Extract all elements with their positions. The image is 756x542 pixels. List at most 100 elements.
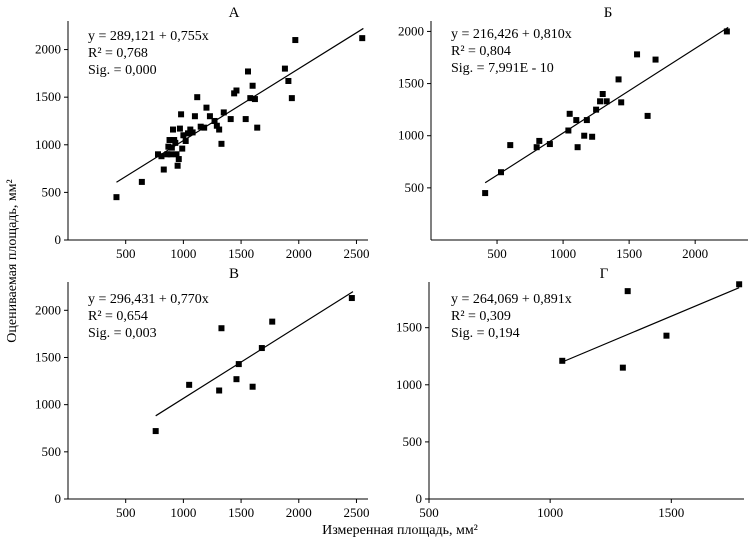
panel-v-y-tick-label: 2000: [35, 302, 61, 317]
panel-a-data-point: [285, 77, 292, 84]
panel-b-data-point: [574, 144, 581, 151]
panel-a-data-point: [213, 122, 220, 129]
panel-v-data-point: [258, 345, 265, 352]
panel-b-y-tick-label: 500: [405, 180, 425, 195]
panel-b-data-point: [565, 127, 572, 134]
panel-b-y-tick-label: 2000: [398, 23, 424, 38]
panel-v: В 500 1000 1500 2000 2500 0 500 1000 1500 2000 y =…: [35, 266, 369, 520]
panel-v-y-tick-label: 1500: [35, 349, 61, 364]
panel-g-data-point: [736, 281, 743, 288]
panel-b-data-point: [498, 169, 505, 176]
panel-a-data-point: [201, 124, 208, 131]
panel-v-data-point: [216, 387, 223, 394]
panel-a-data-point: [160, 166, 167, 173]
panel-a-data-point: [138, 178, 145, 185]
panel-b-data-point: [507, 142, 514, 149]
panel-v-data-point: [235, 361, 242, 368]
panel-v-label: В: [229, 266, 239, 282]
panel-a-data-point: [182, 137, 189, 144]
panel-v-x-tick-label: 1500: [228, 505, 254, 520]
panel-g-label: Г: [600, 266, 609, 282]
panel-a-data-point: [254, 124, 261, 131]
panel-b: Б 500 1000 1500 2000 500 1000 1500 2000 y = 216,…: [398, 5, 748, 261]
panel-a-data-point: [178, 111, 185, 118]
panel-a-data-point: [211, 117, 218, 124]
panel-b-equation: y = 216,426 + 0,810x: [451, 27, 572, 42]
panel-g-data-point: [663, 332, 670, 339]
panel-a-data-point: [292, 37, 299, 44]
panel-a-data-point: [359, 35, 366, 42]
panel-a-y-tick-label: 1500: [35, 89, 61, 104]
panel-a-data-point: [170, 126, 176, 133]
panel-g-equation: y = 264,069 + 0,891x: [451, 292, 572, 307]
panel-a-data-point: [249, 82, 256, 89]
panel-a-y-tick-label: 1000: [35, 137, 61, 152]
panel-a-data-point: [216, 126, 223, 133]
panel-a-r-squared: R² = 0,768: [88, 46, 148, 61]
panel-v-data-point: [269, 318, 276, 325]
panel-a-data-point: [189, 129, 196, 136]
panel-a-data-point: [180, 132, 187, 139]
panel-a-data-point: [218, 140, 225, 147]
panel-g-data-point: [624, 288, 631, 295]
panel-b-x-tick-label: 500: [487, 246, 507, 261]
panel-a-x-tick-label: 2500: [343, 246, 369, 261]
panel-v-regression-line: [155, 291, 354, 417]
panel-b-data-point: [589, 133, 596, 140]
panel-b-data-point: [583, 117, 590, 124]
panel-a-x-tick-label: 2000: [286, 246, 312, 261]
panel-v-data-point: [218, 325, 225, 332]
panel-a-data-point: [233, 87, 240, 94]
panel-g-x-tick-label: 1000: [537, 505, 563, 520]
panel-v-x-tick-label: 2500: [343, 505, 369, 520]
panel-b-data-point: [615, 76, 622, 83]
panel-v-x-tick-label: 1000: [170, 505, 196, 520]
panel-a-data-point: [245, 68, 251, 75]
panel-a-data-point: [220, 109, 227, 116]
panel-b-data-point: [593, 106, 600, 113]
panel-b-data-point: [536, 137, 543, 144]
panel-b-data-point: [533, 144, 540, 151]
panel-b-data-point: [644, 112, 651, 119]
panel-g-regression-line: [562, 287, 740, 363]
panel-v-y-tick-label: 500: [42, 444, 62, 459]
panel-b-data-point: [618, 99, 625, 106]
panel-v-significance: Sig. = 0,003: [88, 326, 157, 341]
panel-a: А 500 1000 1500 2000 2500 0 500 1000 1500 2000 y =…: [35, 5, 369, 261]
panel-a-significance: Sig. = 0,000: [88, 63, 157, 78]
panel-a-data-point: [158, 153, 165, 160]
panel-v-x-tick-label: 2000: [286, 505, 312, 520]
panel-b-data-point: [603, 98, 610, 105]
panel-a-data-point: [203, 104, 210, 111]
panel-v-data-point: [249, 383, 256, 390]
panel-a-x-tick-label: 1000: [170, 246, 196, 261]
panel-a-data-point: [166, 137, 173, 144]
panel-b-data-point: [597, 98, 604, 105]
panel-b-data-point: [546, 141, 553, 148]
panel-a-data-point: [242, 116, 249, 123]
panel-a-data-point: [288, 95, 295, 102]
panel-a-regression-line: [116, 27, 364, 183]
panel-v-r-squared: R² = 0,654: [88, 309, 148, 324]
panel-g-data-point: [559, 357, 566, 364]
panel-a-data-point: [197, 123, 204, 130]
panel-v-data-point: [233, 376, 240, 383]
panel-b-data-point: [634, 51, 641, 58]
panel-b-significance: Sig. = 7,991E - 10: [451, 61, 554, 76]
panel-g-data-point: [619, 364, 626, 371]
panel-g-y-tick-label: 1000: [396, 377, 422, 392]
panel-a-data-point: [113, 194, 120, 201]
panel-a-data-point: [206, 113, 213, 120]
panel-v-data-point: [186, 381, 193, 388]
panel-a-data-point: [176, 125, 183, 132]
panel-a-data-point: [179, 145, 186, 152]
panel-a-label: А: [229, 5, 240, 21]
panel-b-data-point: [573, 117, 580, 124]
panel-a-data-point: [174, 162, 181, 169]
x-axis-title: Измеренная площадь, мм²: [322, 523, 478, 538]
panel-b-y-tick-label: 1500: [398, 76, 424, 91]
panel-a-data-point: [185, 130, 191, 137]
panel-a-equation: y = 289,121 + 0,755x: [88, 29, 209, 44]
panel-b-label: Б: [604, 5, 613, 21]
